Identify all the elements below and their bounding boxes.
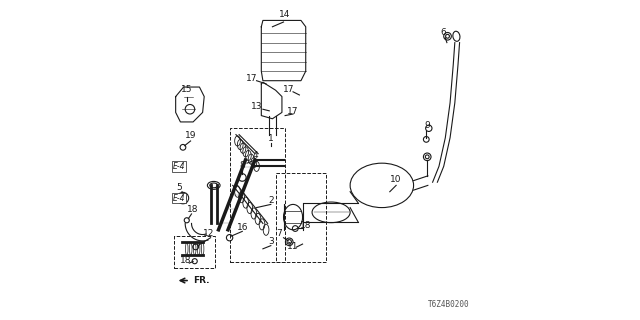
Text: 10: 10 [390, 175, 402, 184]
Text: 5: 5 [176, 183, 182, 192]
Text: 1: 1 [268, 134, 274, 143]
Text: E-4: E-4 [173, 162, 185, 171]
Text: FR.: FR. [193, 276, 210, 285]
Text: 4: 4 [252, 151, 258, 160]
Text: 16: 16 [237, 223, 248, 232]
Text: 7: 7 [276, 229, 282, 238]
Text: 8: 8 [239, 161, 245, 170]
Text: 18: 18 [180, 256, 192, 265]
Text: 13: 13 [251, 102, 262, 111]
Text: 18: 18 [188, 205, 199, 214]
Text: 18: 18 [300, 221, 312, 230]
Text: 14: 14 [280, 10, 291, 19]
Text: 17: 17 [287, 107, 299, 116]
Text: 11: 11 [287, 242, 299, 251]
Text: 17: 17 [246, 74, 257, 83]
Text: 19: 19 [185, 131, 196, 140]
Text: 12: 12 [204, 229, 214, 238]
Text: 9: 9 [424, 121, 430, 130]
Text: 17: 17 [282, 85, 294, 94]
Text: 3: 3 [268, 237, 274, 246]
Text: 2: 2 [268, 196, 274, 205]
Text: E-4: E-4 [173, 194, 185, 203]
Bar [230, 128, 285, 261]
Bar [174, 236, 215, 268]
Text: T6Z4B0200: T6Z4B0200 [428, 300, 469, 309]
Bar [276, 173, 326, 261]
Text: 6: 6 [441, 28, 447, 37]
Text: 15: 15 [181, 85, 193, 94]
